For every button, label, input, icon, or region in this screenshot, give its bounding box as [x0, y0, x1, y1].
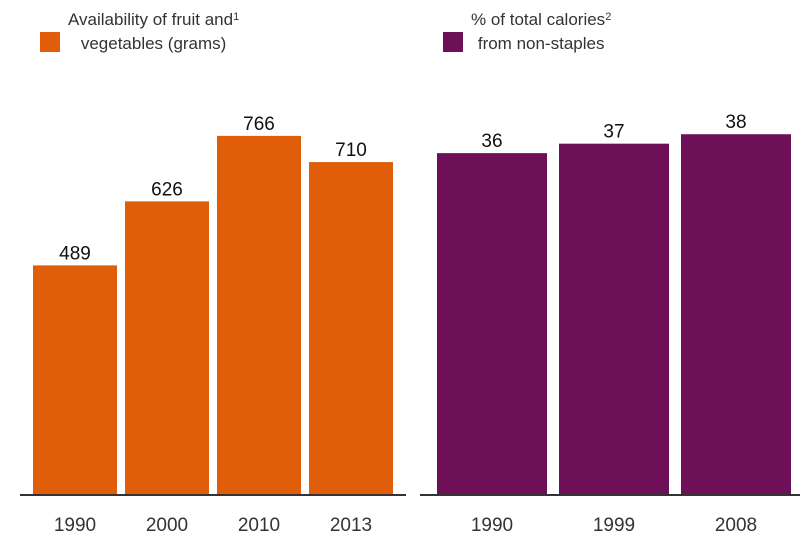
chart-panel-2: 36 1990 37 1999 38 2008	[420, 112, 800, 536]
x-tick-label: 1990	[54, 515, 96, 536]
legend-label-line1: Availability of fruit and	[68, 10, 234, 29]
data-label: 766	[243, 114, 275, 135]
chart-panel-1: 489 1990 626 2000 766 2010 710 2013	[20, 114, 406, 536]
x-tick-label: 1990	[471, 515, 513, 536]
bar-1990	[33, 265, 117, 494]
x-tick-label: 2010	[238, 515, 280, 536]
legend-label-line1: % of total calories	[471, 10, 606, 29]
legend-footnote-marker: 2	[605, 11, 612, 23]
data-label: 626	[151, 179, 183, 200]
data-label: 489	[59, 243, 91, 264]
legend-label-line2: from non-staples	[477, 34, 605, 53]
data-label: 37	[603, 122, 624, 143]
x-tick-label: 2008	[715, 515, 757, 536]
legend-swatch-orange	[40, 32, 60, 52]
data-label: 38	[725, 112, 746, 133]
legend-footnote-marker: 1	[233, 11, 240, 23]
data-label: 36	[481, 131, 502, 152]
bar-1999	[559, 143, 669, 494]
legend-swatch-purple	[443, 32, 463, 52]
legend-label: Availability of fruit and1 vegetables (g…	[68, 8, 239, 56]
bar-2013	[309, 162, 393, 494]
bar-1990	[437, 153, 547, 495]
legend-label: % of total calories2 from non-staples	[471, 8, 611, 56]
bar-2000	[125, 201, 209, 494]
bar-2010	[217, 135, 301, 494]
x-tick-label: 1999	[593, 515, 635, 536]
legend-item-calories-non-staples: % of total calories2 from non-staples	[443, 8, 611, 56]
legend-item-fruit-vegetables: Availability of fruit and1 vegetables (g…	[40, 8, 239, 56]
x-tick-label: 2013	[330, 515, 372, 536]
x-tick-label: 2000	[146, 515, 188, 536]
legend-label-line2: vegetables (grams)	[80, 34, 227, 53]
data-label: 710	[335, 140, 367, 161]
bar-2008	[681, 134, 791, 495]
